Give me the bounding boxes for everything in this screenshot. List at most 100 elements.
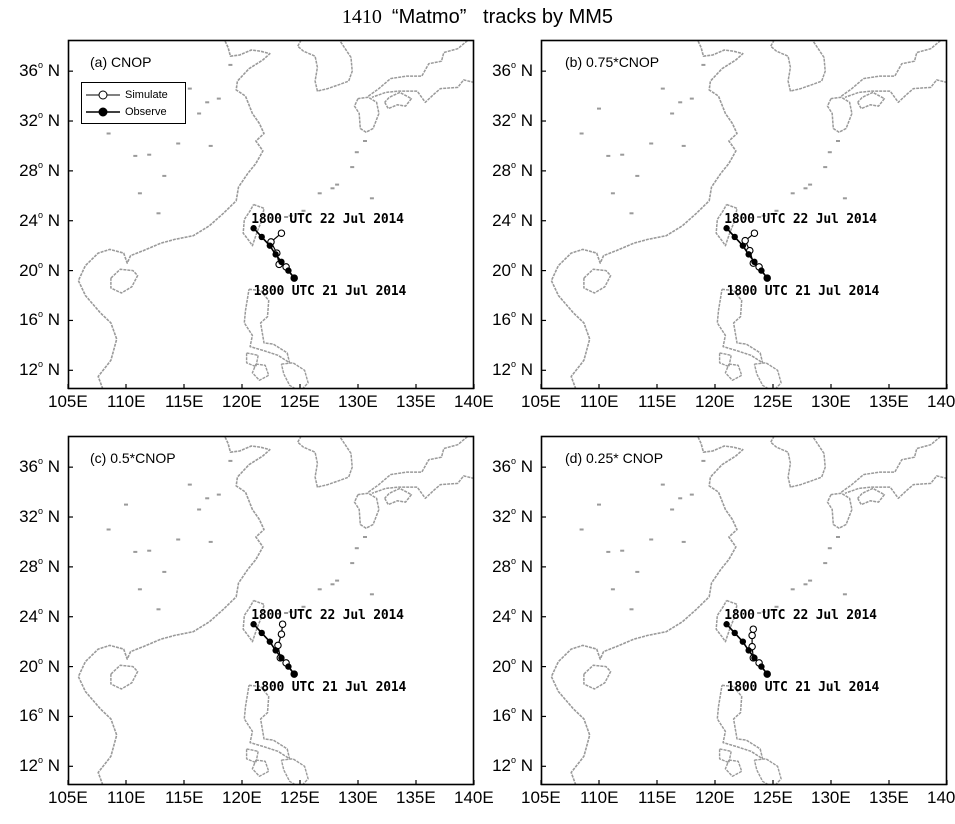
start-time-annotation: 1800 UTC 21 Jul 2014 [253, 680, 407, 696]
small-island [162, 570, 167, 573]
island-coastline [724, 759, 743, 777]
small-island [208, 144, 213, 147]
small-island [137, 588, 142, 591]
small-island [197, 508, 202, 511]
small-island [757, 216, 762, 218]
luzon-coastline [716, 684, 764, 760]
small-island [288, 214, 293, 217]
small-island [774, 605, 779, 608]
lat-tick-label: 36o N [492, 456, 533, 477]
lat-tick-label: 32o N [19, 506, 60, 527]
small-island [842, 197, 847, 200]
shikoku-coastline [857, 487, 886, 506]
lon-tick-label: 125E [753, 788, 793, 807]
figure-title-main: “Matmo” tracks by MM5 [391, 6, 614, 28]
small-island [649, 538, 654, 541]
small-island [757, 612, 762, 614]
lon-tick-label: 140E [454, 788, 494, 807]
map-frame [540, 435, 948, 786]
lon-tick-label: 125E [753, 392, 793, 411]
observed-track-point [285, 663, 292, 670]
lat-tick-label: 32o N [492, 110, 533, 131]
lat-tick-label: 12o N [492, 359, 533, 380]
small-island [228, 63, 233, 66]
lon-tick-label: 115E [638, 788, 677, 807]
lat-tick-label: 12o N [19, 755, 60, 776]
coastline-layer [550, 436, 947, 785]
lat-tick-label: 32o N [492, 506, 533, 527]
small-island [635, 174, 640, 177]
korea-coastline [296, 40, 353, 92]
visayas-coastline [280, 758, 309, 785]
figure-title-id: 1410 [341, 6, 392, 28]
korea-coastline [769, 40, 826, 92]
end-time-annotation: 1800 UTC 22 Jul 2014 [251, 212, 404, 227]
lat-tick-label: 36o N [492, 60, 533, 81]
map-frame [540, 39, 948, 390]
small-island [597, 503, 601, 506]
end-time-annotation: 1800 UTC 22 Jul 2014 [251, 608, 404, 623]
hainan-coastline [583, 664, 612, 690]
small-island [176, 142, 181, 145]
small-island [162, 174, 167, 177]
lon-tick-label: 105E [48, 392, 88, 411]
small-island [823, 562, 828, 565]
hainan-coastline [110, 268, 139, 294]
small-island [205, 497, 210, 500]
panel-label: (c) 0.5*CNOP [90, 450, 176, 466]
small-island [301, 209, 306, 212]
small-island [689, 493, 694, 496]
island-coastline [724, 363, 743, 381]
lon-tick-label: 135E [869, 392, 909, 411]
lon-tick-label: 130E [811, 392, 851, 411]
small-island [823, 166, 828, 169]
observed-track-point [250, 225, 257, 232]
panel-label: (d) 0.25* CNOP [565, 450, 664, 466]
honshu-coastline [840, 436, 947, 500]
observed-track-point [723, 225, 730, 232]
observed-track-point [758, 267, 765, 274]
coastline-layer [77, 40, 474, 389]
simulated-track-point [750, 229, 759, 237]
lat-tick-label: 12o N [19, 359, 60, 380]
observed-track-point [731, 629, 738, 637]
observed-track-point [751, 654, 758, 662]
small-island [156, 212, 161, 215]
korea-coastline [769, 436, 826, 488]
lon-tick-label: 105E [521, 392, 561, 411]
map-plot [540, 435, 948, 786]
lat-tick-label: 20o N [492, 259, 533, 280]
taiwan-coastline [242, 203, 265, 247]
lat-tick-label: 36o N [19, 60, 60, 81]
simulated-legend-symbol [86, 90, 120, 100]
small-island [842, 593, 847, 596]
kyushu-coastline [826, 492, 853, 529]
observed-track-point [250, 621, 257, 628]
small-island [133, 154, 138, 157]
lon-tick-label: 135E [396, 788, 436, 807]
small-island [670, 508, 675, 511]
small-island [216, 493, 221, 496]
lat-tick-label: 16o N [492, 309, 533, 330]
small-island [836, 140, 840, 142]
observed-track-point [764, 274, 771, 282]
island-coastline [245, 352, 259, 368]
small-island [137, 192, 142, 195]
small-island [678, 497, 683, 500]
panel-label: (a) CNOP [90, 54, 152, 70]
honshu-coastline [367, 40, 474, 104]
small-island [205, 101, 210, 104]
small-island [317, 588, 322, 591]
small-island [681, 540, 686, 543]
small-island [635, 570, 640, 573]
lat-tick-label: 20o N [19, 259, 60, 280]
panel-label: (b) 0.75*CNOP [565, 54, 660, 70]
taiwan-coastline [242, 599, 265, 643]
small-island [363, 140, 367, 142]
shikoku-coastline [384, 487, 413, 506]
small-island [649, 142, 654, 145]
observed-track-point [731, 233, 738, 241]
small-island [187, 483, 192, 486]
lon-tick-label: 120E [222, 788, 262, 807]
observed-track-point [758, 663, 765, 670]
